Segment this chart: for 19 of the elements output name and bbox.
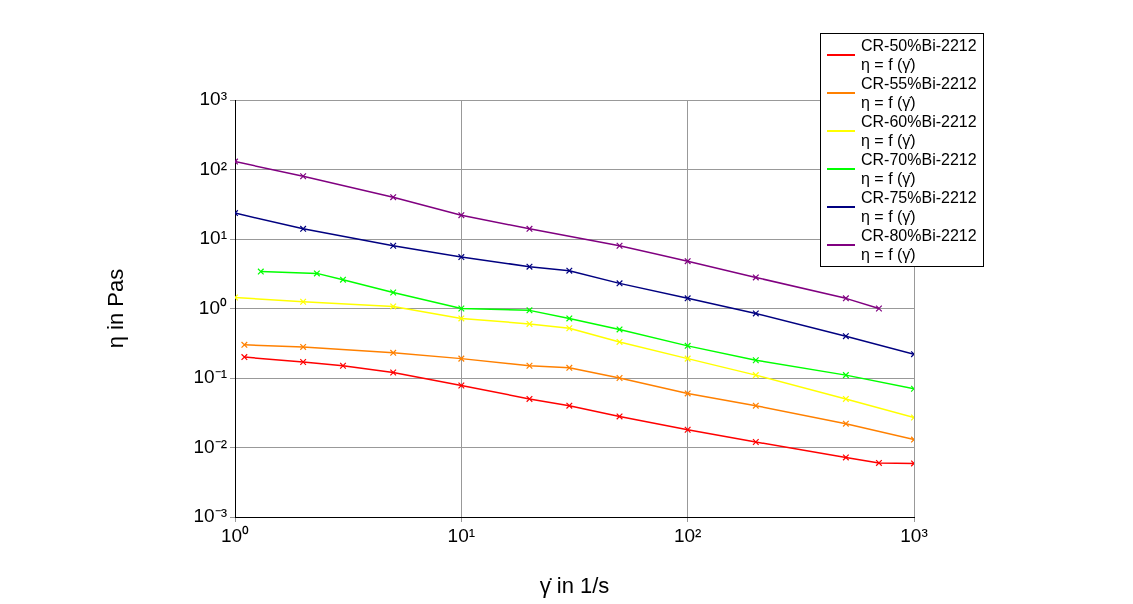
- legend-label: CR-70%Bi-2212 η = f (γ̇): [861, 150, 977, 188]
- y-tick-label: 10⁻¹: [193, 366, 227, 388]
- x-tick-label: 10⁰: [220, 524, 250, 546]
- x-axis-title: γ̇ in 1/s: [539, 572, 610, 598]
- y-tick-label: 10²: [199, 157, 227, 179]
- x-tick-label: 10²: [673, 524, 702, 546]
- y-axis-title: η in Pas: [103, 268, 129, 349]
- legend-label: CR-55%Bi-2212 η = f (γ̇): [861, 74, 977, 112]
- y-tick-label: 10¹: [199, 227, 227, 249]
- y-tick-label: 10⁰: [198, 296, 227, 318]
- legend-label: CR-50%Bi-2212 η = f (γ̇): [861, 36, 977, 74]
- y-tick-label: 10³: [199, 88, 227, 110]
- legend-label: CR-75%Bi-2212 η = f (γ̇): [861, 188, 977, 226]
- y-tick-label: 10⁻³: [193, 505, 227, 527]
- legend-label: CR-80%Bi-2212 η = f (γ̇): [861, 226, 977, 264]
- legend-label: CR-60%Bi-2212 η = f (γ̇): [861, 112, 977, 150]
- y-tick-label: 10⁻²: [193, 435, 227, 457]
- x-tick-label: 10³: [900, 524, 928, 546]
- x-tick-label: 10¹: [447, 524, 476, 546]
